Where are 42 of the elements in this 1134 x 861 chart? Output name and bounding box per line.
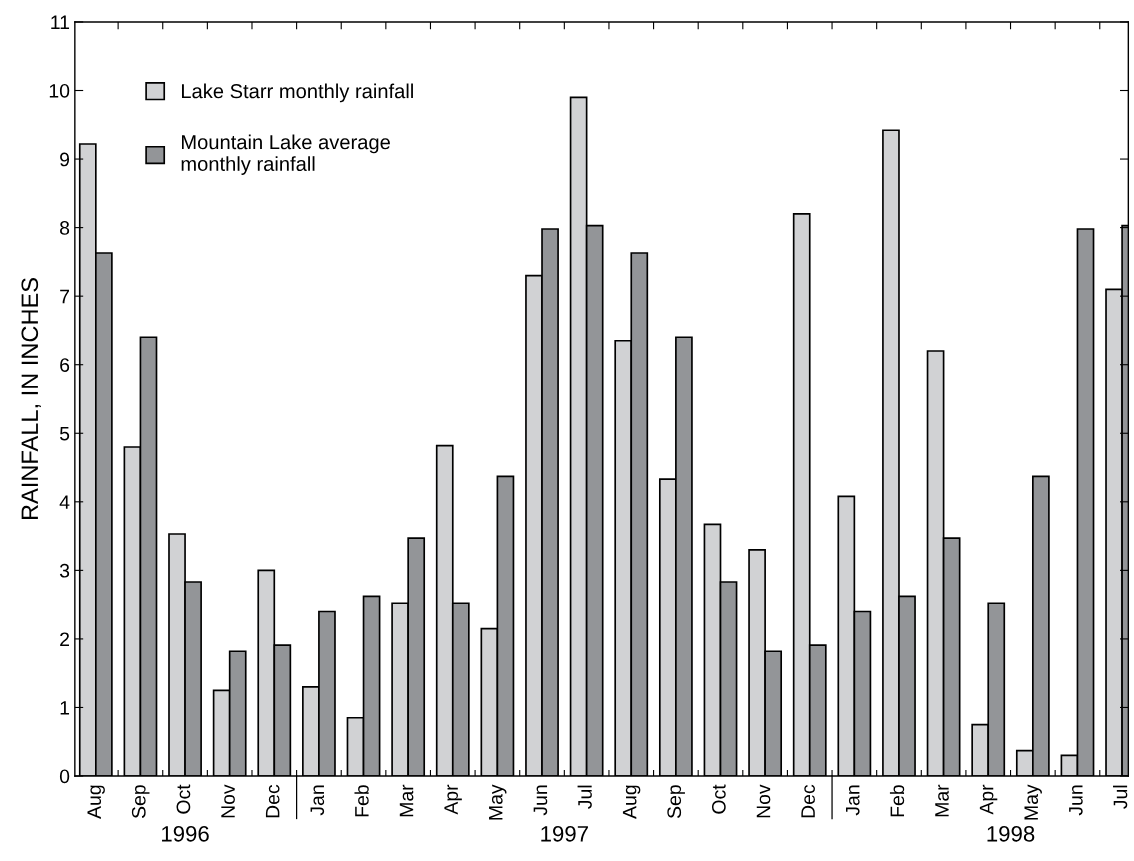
y-tick-label: 2 <box>60 632 70 646</box>
text: 1997 <box>541 825 588 842</box>
x-tick-label: Jul <box>577 785 592 809</box>
x-tick-label: Jun <box>533 785 548 816</box>
y-tick-label: 4 <box>59 495 70 509</box>
x-tick-label: Feb <box>354 785 369 817</box>
y-tick-label: 3 <box>59 563 70 578</box>
x-tick-label: Jun <box>1069 785 1083 816</box>
legend-label: Mountain Lake average monthly rainfall <box>181 134 390 175</box>
x-tick-label: Jul <box>1113 785 1128 809</box>
x-tick-label: Dec <box>265 784 280 818</box>
x-tick-label: Jan <box>846 785 860 816</box>
legend-label: Lake Starr monthly rainfall <box>182 83 413 103</box>
y-tick-label: 5 <box>59 426 70 441</box>
text: 1996 <box>162 825 209 842</box>
x-tick-label: Nov <box>756 784 771 818</box>
y-axis-title: RAINFALL, IN INCHES <box>21 278 41 520</box>
x-tick-label: May <box>1024 784 1042 820</box>
y-tick-label: 0 <box>59 769 70 784</box>
x-tick-label: Apr <box>444 784 462 815</box>
x-tick-label: Oct <box>176 784 191 814</box>
x-tick-label: Dec <box>801 784 815 818</box>
x-tick-label: Feb <box>889 785 905 817</box>
y-tick-label: 10 <box>49 83 70 98</box>
x-tick-label: Sep <box>131 785 150 819</box>
x-tick-label: Oct <box>711 784 726 814</box>
y-tick-label: 9 <box>60 152 70 167</box>
text: 1998 <box>987 825 1035 842</box>
x-tick-label: Apr <box>979 784 998 815</box>
y-tick-label: 11 <box>51 15 70 29</box>
x-tick-label: Nov <box>221 784 235 818</box>
x-tick-label: Mar <box>399 784 414 817</box>
x-tick-label: Aug <box>622 785 641 819</box>
x-tick-label: Jan <box>310 785 325 816</box>
y-tick-label: 1 <box>60 701 70 715</box>
x-tick-label: Aug <box>87 785 105 819</box>
x-tick-label: Sep <box>667 785 685 819</box>
y-tick-label: 7 <box>60 289 70 304</box>
x-tick-label: May <box>489 784 507 820</box>
y-tick-label: 6 <box>60 358 70 372</box>
y-tick-label: 8 <box>60 221 70 235</box>
x-tick-label: Mar <box>935 784 949 817</box>
